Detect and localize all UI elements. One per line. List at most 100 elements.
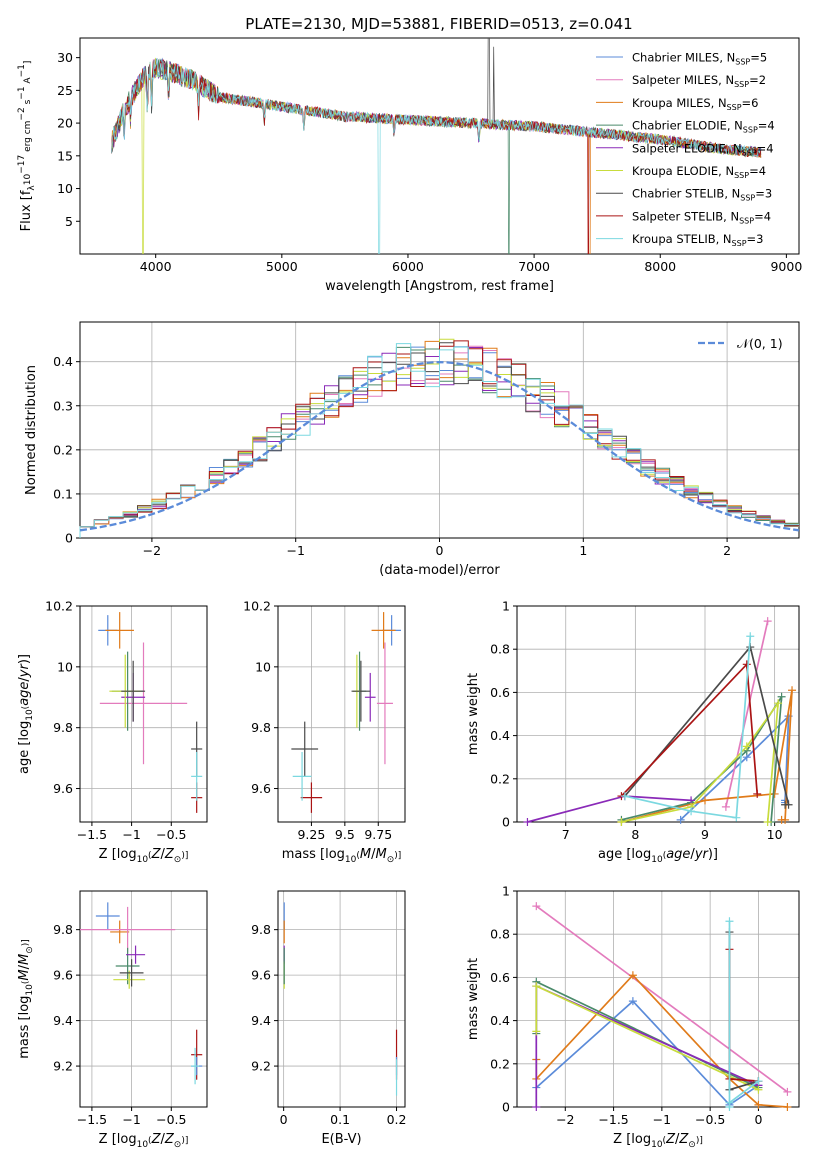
weight-marker <box>754 1100 763 1109</box>
legend-entry: Salpeter STELIB, NSSP=4 <box>632 209 771 225</box>
spectrum-axes: 4000 5000 6000 7000 8000 9000 5 10 15 20 25 30 wavel… <box>17 37 802 294</box>
label-part: Z [log <box>613 1132 651 1147</box>
label-part: 10 <box>651 1140 663 1150</box>
weight-line <box>535 984 759 1091</box>
label-part: age [log <box>17 721 32 774</box>
legend-text: Chabrier STELIB, N <box>632 187 740 201</box>
y-tick-label: 20 <box>57 116 73 131</box>
x-tick-label: −1 <box>122 1112 140 1127</box>
label-part: Z <box>164 1132 175 1147</box>
x-tick-label: −1.5 <box>598 1112 628 1127</box>
weight-marker <box>753 789 762 798</box>
label-part: yr <box>17 662 32 678</box>
x-tick-label: −1.5 <box>77 827 107 842</box>
y-tick-label: 10 <box>57 659 73 674</box>
legend-value: =5 <box>750 51 767 65</box>
label-part: M <box>375 847 386 862</box>
label-part: / <box>160 1132 165 1147</box>
y-tick-label: 9.8 <box>251 922 271 937</box>
y-tick-label: 0 <box>502 1100 510 1115</box>
y-tick-label: 0.8 <box>490 927 510 942</box>
label-part: A <box>23 77 33 87</box>
y-tick-label: 25 <box>57 83 73 98</box>
weight-marker <box>725 1098 734 1107</box>
weight-marker <box>532 902 541 911</box>
label-part: / <box>17 964 32 969</box>
x-tick-label: 0 <box>754 1112 762 1127</box>
x-tick-label: 0.2 <box>387 1112 407 1127</box>
y-tick-label: 9.6 <box>53 968 73 983</box>
weight-marker <box>742 742 751 751</box>
y-tick-label: 9.6 <box>53 781 73 796</box>
label-part: M <box>360 847 371 862</box>
x-tick-label: 7 <box>562 827 570 842</box>
label-part: ( <box>148 851 152 861</box>
y-tick-label: 5 <box>65 214 73 229</box>
legend-entry: Chabrier STELIB, NSSP=3 <box>632 187 772 203</box>
legend-sub: SSP <box>743 126 758 135</box>
label-part: )] <box>181 1136 188 1146</box>
label-part: Z <box>151 847 162 862</box>
residuals-ylabel: Normed distribution <box>24 365 39 495</box>
weight-line <box>728 949 759 1082</box>
weight_vs_Z-axes: −2 −1.5 −1 −0.5 000.20.40.60.81Z [log10(Z/Z⊙… <box>466 884 800 1150</box>
legend-text: Salpeter ELODIE, N <box>632 141 742 155</box>
label-part: −1 <box>17 86 27 99</box>
weight-marker <box>725 917 734 926</box>
label-part: age <box>17 682 32 706</box>
y-tick-label: 9.4 <box>251 1013 271 1028</box>
legend-value: =6 <box>742 96 759 110</box>
weight-marker <box>754 1085 763 1094</box>
label-part: Normed distribution <box>24 365 39 495</box>
mass_vs_ebv-frame <box>277 890 406 1108</box>
mass_vs_Z-points <box>80 902 203 1085</box>
label-part: ⊙ <box>688 1140 696 1150</box>
legend-sub: SSP <box>740 194 755 203</box>
legend-text: Kroupa STELIB, N <box>632 232 732 246</box>
x-tick-label: 0.1 <box>330 1112 350 1127</box>
age_vs_Z-points <box>98 612 203 813</box>
label-part: Z [log <box>99 847 137 862</box>
weight-marker <box>746 632 755 641</box>
legend-entry: 𝒩(0, 1) <box>737 336 783 351</box>
x-tick-label: −0.5 <box>156 1112 186 1127</box>
x-tick-label: −1 <box>122 827 140 842</box>
x-tick-label: −2 <box>143 543 161 558</box>
label-part: )] <box>17 654 32 664</box>
label-part: 10 <box>651 855 663 865</box>
y-tick-label: 0 <box>65 531 73 546</box>
residuals-xlabel: (data-model)/error <box>379 563 500 578</box>
y-tick-label: 0.1 <box>53 486 73 501</box>
x-tick-label: 1 <box>579 543 587 558</box>
x-tick-label: 6000 <box>392 259 424 274</box>
label-part: Z <box>665 1132 676 1147</box>
label-part: −1 <box>17 64 27 77</box>
legend-entry: Chabrier MILES, NSSP=5 <box>632 51 767 67</box>
label-part: −2 <box>17 107 27 120</box>
y-tick-label: 0.2 <box>490 771 510 786</box>
legend-value: =4 <box>757 141 774 155</box>
label-part: ( <box>663 851 667 861</box>
label-part: 10 <box>137 855 149 865</box>
mass_vs_ebv-xlabel: E(B-V) <box>321 1132 361 1147</box>
label-part: 10 <box>23 174 33 186</box>
weight-line <box>725 620 769 808</box>
label-part: mass weight <box>466 958 481 1040</box>
weight-marker <box>777 692 786 701</box>
label-part: / <box>17 677 32 682</box>
label-part: 10 <box>25 984 35 996</box>
weight_vs_Z-frame <box>516 890 800 1108</box>
label-part: ⊙ <box>387 855 395 865</box>
label-part: ⊙ <box>174 855 182 865</box>
legend-sub: SSP <box>735 58 750 67</box>
label-part: ( <box>663 1136 667 1146</box>
spectrum-xlabel: wavelength [Angstrom, rest frame] <box>325 279 554 294</box>
y-tick-label: 0.3 <box>53 398 73 413</box>
label-part: ( <box>356 851 360 861</box>
age_vs_mass-points <box>291 612 401 813</box>
y-tick-label: 9.6 <box>251 781 271 796</box>
age_vs_mass-frame <box>277 605 406 823</box>
